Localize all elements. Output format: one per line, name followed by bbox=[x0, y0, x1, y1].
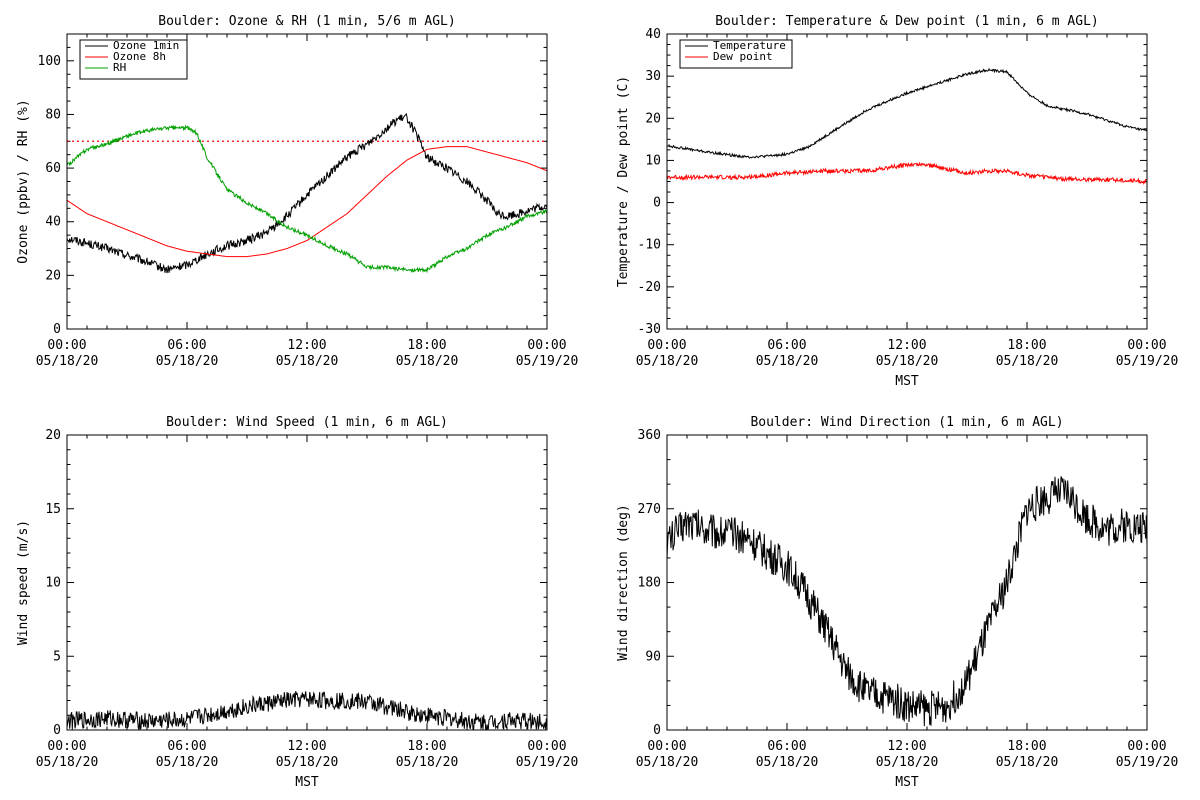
y-tick-label: 360 bbox=[638, 428, 661, 443]
x-tick-time-label: 00:00 bbox=[1127, 338, 1166, 353]
plot-frame bbox=[666, 33, 1148, 330]
x-tick-time-label: 12:00 bbox=[887, 338, 926, 353]
x-tick-date-label: 05/18/20 bbox=[636, 755, 699, 770]
series-line bbox=[666, 476, 1148, 727]
x-tick-date-label: 05/18/20 bbox=[996, 755, 1059, 770]
y-tick-label: -10 bbox=[638, 238, 661, 253]
y-tick-label: 20 bbox=[45, 268, 61, 283]
plot-frame bbox=[666, 434, 1148, 731]
y-tick-label: 100 bbox=[38, 54, 61, 69]
x-tick-date-label: 05/18/20 bbox=[156, 755, 219, 770]
x-axis-label: MST bbox=[895, 374, 919, 389]
x-tick-time-label: 06:00 bbox=[167, 739, 206, 754]
y-axis-label: Wind direction (deg) bbox=[616, 504, 631, 661]
series-line-ozone-1min bbox=[66, 112, 548, 274]
x-tick-time-label: 00:00 bbox=[527, 739, 566, 754]
x-axis-label: MST bbox=[295, 775, 319, 790]
plot-frame bbox=[66, 434, 548, 731]
x-tick-date-label: 05/19/20 bbox=[516, 755, 579, 770]
y-tick-label: -20 bbox=[638, 280, 661, 295]
y-tick-label: 0 bbox=[53, 723, 61, 738]
y-tick-label: 30 bbox=[645, 69, 661, 84]
x-tick-time-label: 18:00 bbox=[407, 338, 446, 353]
y-tick-label: 270 bbox=[638, 502, 661, 517]
x-tick-date-label: 05/18/20 bbox=[276, 354, 339, 369]
chart-ozone: Boulder: Ozone & RH (1 min, 5/6 m AGL) Oz… bbox=[16, 14, 578, 369]
x-tick-date-label: 05/18/20 bbox=[396, 755, 459, 770]
x-tick-date-label: 05/18/20 bbox=[756, 755, 819, 770]
y-tick-label: 0 bbox=[653, 723, 661, 738]
x-tick-time-label: 06:00 bbox=[767, 338, 806, 353]
y-tick-label: 90 bbox=[645, 649, 661, 664]
x-tick-date-label: 05/18/20 bbox=[156, 354, 219, 369]
chart-wspd: Boulder: Wind Speed (1 min, 6 m AGL) Wind… bbox=[16, 415, 578, 790]
chart-title: Boulder: Temperature & Dew point (1 min,… bbox=[715, 14, 1099, 29]
x-tick-time-label: 00:00 bbox=[47, 338, 86, 353]
chart-title: Boulder: Wind Speed (1 min, 6 m AGL) bbox=[166, 415, 448, 430]
x-tick-date-label: 05/19/20 bbox=[516, 354, 579, 369]
x-tick-date-label: 05/19/20 bbox=[1116, 354, 1179, 369]
y-tick-label: 40 bbox=[45, 215, 61, 230]
plot-frame bbox=[66, 33, 548, 330]
y-tick-label: 0 bbox=[53, 322, 61, 337]
x-tick-time-label: 12:00 bbox=[287, 739, 326, 754]
series-line-rh bbox=[66, 124, 548, 274]
legend-entry: RH bbox=[113, 61, 126, 74]
y-tick-label: 15 bbox=[45, 502, 61, 517]
x-tick-date-label: 05/18/20 bbox=[276, 755, 339, 770]
x-tick-date-label: 05/18/20 bbox=[636, 354, 699, 369]
x-tick-date-label: 05/18/20 bbox=[36, 755, 99, 770]
y-tick-label: 60 bbox=[45, 161, 61, 176]
series-line bbox=[66, 691, 548, 731]
x-tick-time-label: 00:00 bbox=[1127, 739, 1166, 754]
x-tick-date-label: 05/18/20 bbox=[756, 354, 819, 369]
x-axis-label: MST bbox=[895, 775, 919, 790]
x-tick-time-label: 18:00 bbox=[407, 739, 446, 754]
x-tick-date-label: 05/18/20 bbox=[996, 354, 1059, 369]
y-axis-label: Ozone (ppbv) / RH (%) bbox=[16, 99, 31, 263]
y-tick-label: 20 bbox=[645, 111, 661, 126]
legend-entry: Ozone 8h bbox=[113, 50, 166, 63]
x-tick-time-label: 06:00 bbox=[767, 739, 806, 754]
x-tick-time-label: 00:00 bbox=[527, 338, 566, 353]
x-tick-time-label: 06:00 bbox=[167, 338, 206, 353]
y-tick-label: 40 bbox=[645, 27, 661, 42]
y-tick-label: -30 bbox=[638, 322, 661, 337]
legend-entry: Dew point bbox=[713, 50, 773, 63]
y-tick-label: 5 bbox=[53, 649, 61, 664]
x-tick-date-label: 05/18/20 bbox=[396, 354, 459, 369]
x-tick-time-label: 00:00 bbox=[47, 739, 86, 754]
series-line-dew-point bbox=[666, 161, 1148, 185]
x-tick-date-label: 05/18/20 bbox=[876, 354, 939, 369]
y-axis-label: Temperature / Dew point (C) bbox=[616, 76, 631, 287]
x-tick-time-label: 18:00 bbox=[1007, 338, 1046, 353]
y-tick-label: 0 bbox=[653, 196, 661, 211]
x-tick-time-label: 12:00 bbox=[287, 338, 326, 353]
y-tick-label: 10 bbox=[645, 153, 661, 168]
legend-box bbox=[679, 39, 793, 69]
x-tick-time-label: 00:00 bbox=[647, 739, 686, 754]
y-tick-label: 80 bbox=[45, 107, 61, 122]
series-line-temperature bbox=[666, 67, 1148, 159]
chart-title: Boulder: Wind Direction (1 min, 6 m AGL) bbox=[750, 415, 1063, 430]
chart-temp: Boulder: Temperature & Dew point (1 min,… bbox=[616, 14, 1178, 389]
y-tick-label: 20 bbox=[45, 428, 61, 443]
series-line-ozone-8h bbox=[66, 146, 548, 258]
y-tick-label: 10 bbox=[45, 576, 61, 591]
x-tick-date-label: 05/18/20 bbox=[876, 755, 939, 770]
chart-wdir: Boulder: Wind Direction (1 min, 6 m AGL)… bbox=[616, 415, 1178, 790]
x-tick-date-label: 05/19/20 bbox=[1116, 755, 1179, 770]
legend-entry: Ozone 1min bbox=[113, 39, 179, 52]
x-tick-date-label: 05/18/20 bbox=[36, 354, 99, 369]
chart-title: Boulder: Ozone & RH (1 min, 5/6 m AGL) bbox=[158, 14, 455, 29]
x-tick-time-label: 00:00 bbox=[647, 338, 686, 353]
y-axis-label: Wind speed (m/s) bbox=[16, 520, 31, 645]
x-tick-time-label: 18:00 bbox=[1007, 739, 1046, 754]
y-tick-label: 180 bbox=[638, 576, 661, 591]
x-tick-time-label: 12:00 bbox=[887, 739, 926, 754]
legend-entry: Temperature bbox=[713, 39, 786, 52]
